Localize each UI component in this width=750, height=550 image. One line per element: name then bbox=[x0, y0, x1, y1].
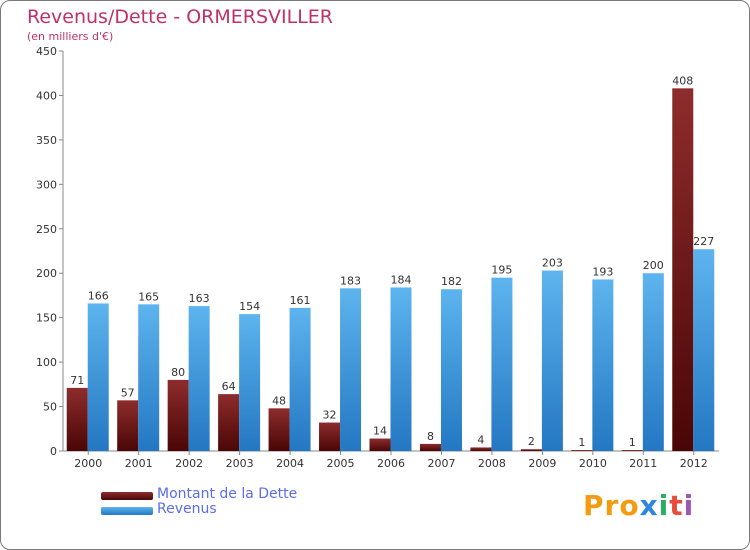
y-tick-label: 450 bbox=[36, 45, 57, 58]
bar-revenus bbox=[138, 304, 160, 451]
y-tick-label: 400 bbox=[36, 89, 57, 102]
data-label-dette: 408 bbox=[672, 74, 693, 87]
x-tick-label: 2010 bbox=[579, 457, 607, 470]
x-tick-label: 2012 bbox=[680, 457, 708, 470]
bar-revenus bbox=[642, 273, 664, 451]
data-label-dette: 64 bbox=[222, 380, 236, 393]
bar-dette bbox=[571, 450, 593, 451]
logo-letter: x bbox=[639, 489, 659, 522]
bar-dette bbox=[218, 394, 240, 451]
data-label-revenus: 184 bbox=[391, 273, 412, 286]
bar-revenus bbox=[188, 306, 210, 451]
x-tick-label: 2004 bbox=[276, 457, 304, 470]
bar-dette bbox=[369, 438, 391, 451]
chart-subtitle: (en milliers d'€) bbox=[27, 30, 114, 43]
bar-revenus bbox=[440, 289, 462, 451]
y-tick-label: 0 bbox=[50, 445, 57, 458]
data-label-dette: 1 bbox=[629, 436, 636, 449]
data-label-dette: 48 bbox=[272, 394, 286, 407]
y-tick-label: 200 bbox=[36, 267, 57, 280]
logo-letter: t bbox=[669, 489, 684, 522]
logo-letter: r bbox=[604, 489, 620, 522]
data-label-dette: 2 bbox=[528, 435, 535, 448]
x-tick-label: 2003 bbox=[226, 457, 254, 470]
bar-revenus bbox=[239, 314, 261, 451]
proxiti-logo: Proxiti bbox=[583, 489, 694, 522]
data-label-dette: 8 bbox=[427, 430, 434, 443]
data-label-revenus: 182 bbox=[441, 275, 462, 288]
data-label-dette: 4 bbox=[477, 433, 484, 446]
bar-dette bbox=[268, 408, 290, 451]
bar-dette bbox=[66, 387, 88, 451]
data-label-revenus: 183 bbox=[340, 274, 361, 287]
y-tick-label: 100 bbox=[36, 356, 57, 369]
bar-revenus bbox=[592, 279, 614, 451]
data-label-dette: 71 bbox=[70, 374, 84, 387]
x-tick-label: 2000 bbox=[74, 457, 102, 470]
bar-dette bbox=[167, 379, 189, 451]
logo-letter: P bbox=[583, 489, 605, 522]
data-label-dette: 57 bbox=[121, 386, 135, 399]
data-label-revenus: 163 bbox=[189, 292, 210, 305]
bar-revenus bbox=[541, 270, 563, 451]
bar-revenus bbox=[693, 249, 715, 451]
bar-revenus bbox=[390, 287, 412, 451]
y-tick-label: 300 bbox=[36, 178, 57, 191]
y-tick-label: 350 bbox=[36, 134, 57, 147]
bar-dette bbox=[672, 88, 694, 451]
bar-dette bbox=[520, 449, 542, 451]
bar-revenus bbox=[340, 288, 362, 451]
x-tick-label: 2001 bbox=[125, 457, 153, 470]
data-label-revenus: 227 bbox=[693, 235, 714, 248]
data-label-dette: 1 bbox=[578, 436, 585, 449]
y-tick-label: 250 bbox=[36, 223, 57, 236]
legend-label-dette: Montant de la Dette bbox=[157, 486, 298, 502]
x-tick-label: 2011 bbox=[629, 457, 657, 470]
x-tick-label: 2006 bbox=[377, 457, 405, 470]
data-label-revenus: 203 bbox=[542, 257, 563, 270]
data-label-revenus: 154 bbox=[239, 300, 260, 313]
data-label-revenus: 161 bbox=[290, 294, 311, 307]
x-tick-label: 2005 bbox=[327, 457, 355, 470]
bar-dette bbox=[319, 422, 341, 451]
x-tick-label: 2009 bbox=[528, 457, 556, 470]
legend-label-revenus: Revenus bbox=[157, 501, 217, 517]
x-tick-label: 2008 bbox=[478, 457, 506, 470]
data-label-revenus: 166 bbox=[88, 289, 109, 302]
x-tick-label: 2002 bbox=[175, 457, 203, 470]
y-tick-label: 150 bbox=[36, 312, 57, 325]
legend-swatch-revenus bbox=[101, 507, 153, 515]
chart-title: Revenus/Dette - ORMERSVILLER bbox=[27, 6, 333, 28]
data-label-revenus: 193 bbox=[592, 265, 613, 278]
data-label-revenus: 200 bbox=[643, 259, 664, 272]
legend-swatch-dette bbox=[101, 492, 153, 500]
bar-dette bbox=[117, 400, 139, 451]
logo-letter: o bbox=[619, 489, 640, 522]
data-label-revenus: 195 bbox=[491, 264, 512, 277]
bar-revenus bbox=[87, 303, 109, 451]
data-label-revenus: 165 bbox=[138, 290, 159, 303]
bar-revenus bbox=[491, 277, 513, 451]
x-tick-label: 2007 bbox=[427, 457, 455, 470]
data-label-dette: 14 bbox=[373, 425, 387, 438]
bar-dette bbox=[419, 443, 441, 451]
y-tick-label: 50 bbox=[43, 401, 57, 414]
bar-dette bbox=[470, 447, 492, 451]
data-label-dette: 80 bbox=[171, 366, 185, 379]
data-label-dette: 32 bbox=[323, 409, 337, 422]
bar-revenus bbox=[289, 307, 311, 451]
logo-letter: i bbox=[683, 489, 695, 522]
logo-letter: i bbox=[658, 489, 670, 522]
bar-dette bbox=[621, 450, 643, 451]
